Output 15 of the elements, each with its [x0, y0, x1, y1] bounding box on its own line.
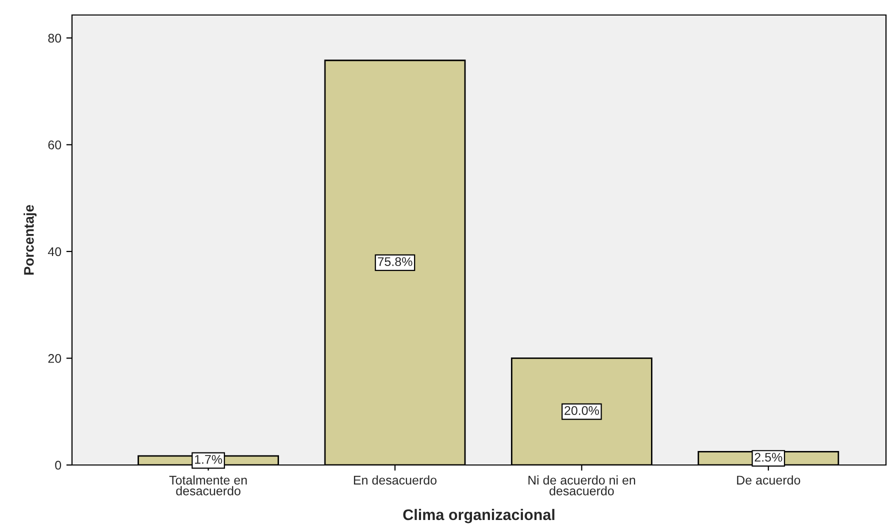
- data-label: 20.0%: [564, 406, 599, 415]
- y-tick-label: 0: [55, 460, 62, 470]
- data-label: 75.8%: [378, 257, 412, 266]
- x-axis-title: Clima organizacional: [403, 508, 554, 524]
- y-tick-label: 60: [48, 140, 62, 150]
- y-tick-label: 40: [48, 247, 62, 256]
- x-tick-label: En desacuerdo: [354, 475, 437, 485]
- x-tick-label: Totalmente en desacuerdo: [169, 475, 247, 496]
- data-label: 1.7%: [194, 455, 222, 464]
- data-label: 2.5%: [754, 452, 782, 462]
- y-axis-title: Porcentaje: [24, 204, 37, 275]
- x-tick-label: De acuerdo: [737, 475, 800, 485]
- y-tick-label: 80: [48, 34, 62, 43]
- x-tick-label: Ni de acuerdo ni en desacuerdo: [528, 475, 636, 496]
- y-tick-label: 20: [48, 354, 62, 363]
